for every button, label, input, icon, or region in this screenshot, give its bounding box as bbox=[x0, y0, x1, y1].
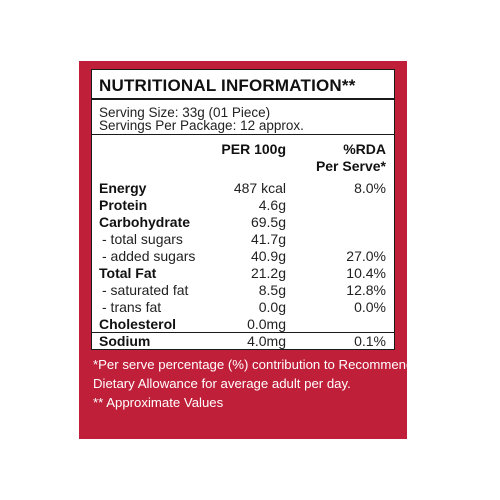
footnotes: *Per serve percentage (%) contribution t… bbox=[93, 355, 428, 412]
nutrient-row: Energy 487 kcal 8.0% bbox=[92, 180, 394, 197]
nutrient-row: Cholesterol 0.0mg bbox=[92, 316, 394, 333]
nutrient-name: - total sugars bbox=[102, 231, 183, 247]
nutrient-name: Total Fat bbox=[99, 265, 157, 281]
column-header-rda: %RDA bbox=[343, 141, 386, 157]
nutrient-name: Sodium bbox=[99, 333, 151, 349]
table-bottom-divider bbox=[92, 332, 394, 333]
nutrient-row: Carbohydrate 69.5g bbox=[92, 214, 394, 231]
nutrition-label-panel: NUTRITIONAL INFORMATION** Serving Size: … bbox=[79, 61, 428, 439]
nutrient-per-100g: 487 kcal bbox=[233, 180, 286, 196]
nutrient-name: Carbohydrate bbox=[99, 214, 191, 230]
nutrient-rows: Energy 487 kcal 8.0% Protein 4.6g Carbohydrat… bbox=[92, 180, 394, 350]
nutrient-name: - added sugars bbox=[102, 248, 196, 264]
nutrient-row: - trans fat 0.0g 0.0% bbox=[92, 299, 394, 316]
nutrient-row: Sodium 4.0mg 0.1% bbox=[92, 333, 394, 350]
footnote-rda-continued: Dietary Allowance for average adult per … bbox=[93, 376, 351, 391]
column-header-per-100g: PER 100g bbox=[221, 141, 286, 157]
nutrient-row: - total sugars 41.7g bbox=[92, 231, 394, 248]
nutrient-row: Protein 4.6g bbox=[92, 197, 394, 214]
title-divider bbox=[92, 98, 394, 100]
nutrient-per-100g: 41.7g bbox=[250, 231, 286, 247]
nutrient-per-100g: 4.6g bbox=[258, 197, 286, 213]
nutrient-per-100g: 4.0mg bbox=[247, 333, 286, 349]
footnote-rda: *Per serve percentage (%) contribution t… bbox=[93, 357, 428, 372]
nutrient-rda: 8.0% bbox=[354, 180, 386, 196]
nutrient-per-100g: 0.0g bbox=[258, 299, 286, 315]
nutrient-per-100g: 69.5g bbox=[250, 214, 286, 230]
nutrient-name: - trans fat bbox=[102, 299, 162, 315]
column-header-rda-per-serve: Per Serve* bbox=[315, 158, 386, 174]
nutrient-per-100g: 0.0mg bbox=[247, 316, 286, 332]
nutrient-per-100g: 21.2g bbox=[250, 265, 286, 281]
serving-divider bbox=[92, 134, 394, 135]
nutrient-rda: 0.1% bbox=[354, 333, 386, 349]
nutrient-row: - saturated fat 8.5g 12.8% bbox=[92, 282, 394, 299]
servings-per-package: Servings Per Package: 12 approx. bbox=[99, 118, 304, 133]
nutrient-per-100g: 40.9g bbox=[250, 248, 286, 264]
label-title: NUTRITIONAL INFORMATION** bbox=[99, 76, 356, 95]
serving-size: Serving Size: 33g (01 Piece) bbox=[99, 105, 271, 120]
nutrient-per-100g: 8.5g bbox=[258, 282, 286, 298]
footnote-approx: ** Approximate Values bbox=[93, 395, 224, 410]
nutrient-rda: 27.0% bbox=[346, 248, 386, 264]
nutrient-name: Protein bbox=[99, 197, 148, 213]
nutrient-name: - saturated fat bbox=[102, 282, 189, 298]
nutrition-table-box: NUTRITIONAL INFORMATION** Serving Size: … bbox=[91, 69, 395, 350]
nutrient-row: - added sugars 40.9g 27.0% bbox=[92, 248, 394, 265]
nutrient-rda: 0.0% bbox=[354, 299, 386, 315]
nutrient-rda: 12.8% bbox=[346, 282, 386, 298]
nutrient-name: Cholesterol bbox=[99, 316, 177, 332]
nutrient-row: Total Fat 21.2g 10.4% bbox=[92, 265, 394, 282]
nutrient-rda: 10.4% bbox=[346, 265, 386, 281]
nutrient-name: Energy bbox=[99, 180, 147, 196]
